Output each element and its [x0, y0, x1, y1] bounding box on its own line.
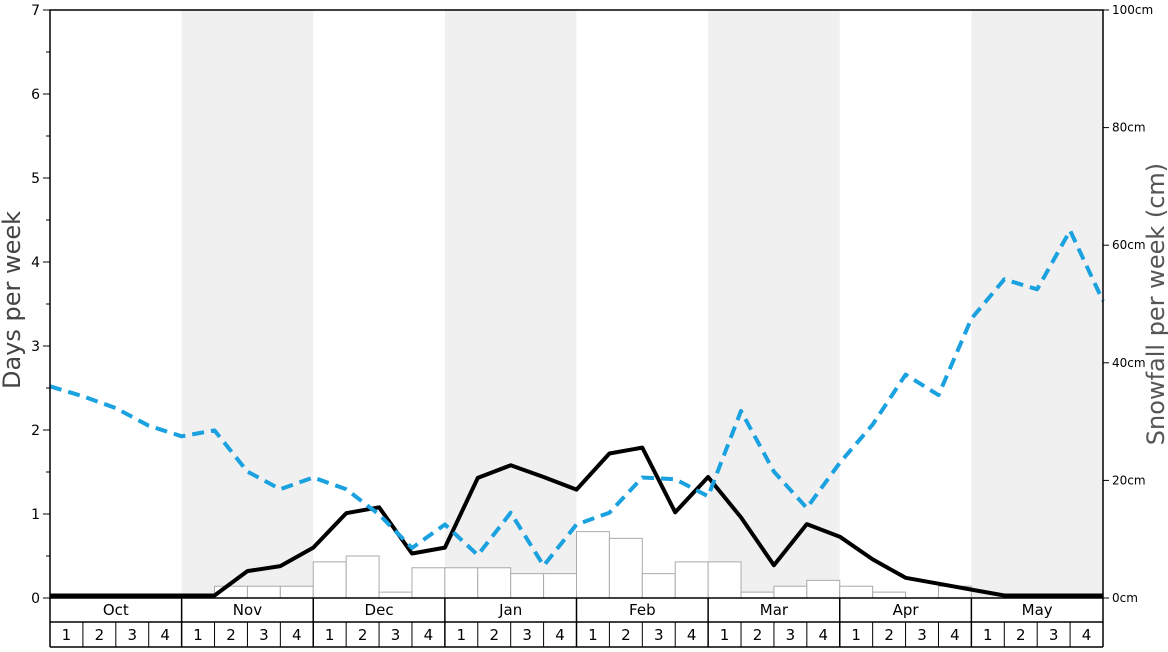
week-label: 3 — [259, 626, 269, 644]
y-axis-label: Days per week — [0, 211, 26, 389]
bar-week-21 — [707, 561, 742, 599]
week-label: 2 — [95, 626, 105, 644]
bar-week-15 — [510, 573, 545, 599]
month-band-mar — [708, 10, 840, 598]
y2-axis-label: Snowfall per week (cm) — [1142, 163, 1168, 445]
y-tick-label: 2 — [31, 423, 40, 439]
bar-week-8 — [279, 585, 314, 599]
bar-week-18 — [608, 537, 643, 599]
week-label: 4 — [819, 626, 829, 644]
month-label-nov: Nov — [233, 601, 262, 619]
month-label-mar: Mar — [760, 601, 789, 619]
bar-week-10 — [345, 555, 380, 599]
y2-tick-label: 40cm — [1112, 356, 1146, 370]
month-label-jan: Jan — [498, 601, 522, 619]
y-tick-label: 0 — [31, 591, 40, 607]
y2-tick-label: 60cm — [1112, 238, 1146, 252]
bar-week-22 — [740, 591, 775, 599]
bar-week-20 — [674, 561, 709, 599]
week-label: 3 — [127, 626, 137, 644]
week-label: 3 — [917, 626, 927, 644]
bar-week-26 — [872, 591, 907, 599]
week-label: 3 — [1049, 626, 1059, 644]
week-label: 2 — [226, 626, 236, 644]
bar-week-23 — [773, 585, 808, 599]
snowfall-trend-line — [49, 228, 1105, 568]
month-band-nov — [181, 10, 314, 598]
bar-week-14 — [477, 567, 512, 599]
week-label: 1 — [851, 626, 861, 644]
y2-tick-label: 100cm — [1112, 3, 1153, 17]
bar-week-17 — [576, 531, 610, 599]
y-tick-label: 5 — [31, 171, 40, 187]
week-label: 1 — [193, 626, 203, 644]
week-label: 1 — [62, 626, 72, 644]
week-label: 3 — [654, 626, 664, 644]
y-tick-label: 4 — [31, 255, 40, 271]
bar-week-19 — [641, 573, 676, 599]
week-label: 3 — [786, 626, 796, 644]
week-label: 1 — [325, 626, 335, 644]
week-label: 1 — [983, 626, 993, 644]
y-tick-label: 7 — [31, 3, 40, 19]
week-label: 4 — [687, 626, 697, 644]
week-label: 2 — [1016, 626, 1026, 644]
month-band-may — [971, 10, 1103, 598]
month-label-may: May — [1022, 601, 1053, 619]
week-label: 4 — [424, 626, 434, 644]
week-label: 2 — [753, 626, 763, 644]
bar-week-11 — [378, 591, 413, 599]
week-label: 2 — [884, 626, 894, 644]
week-label: 3 — [391, 626, 401, 644]
month-label-dec: Dec — [365, 601, 394, 619]
week-label: 2 — [621, 626, 631, 644]
bar-week-16 — [543, 573, 577, 599]
y-tick-label: 6 — [31, 87, 40, 103]
week-label: 4 — [292, 626, 302, 644]
snow-days-line — [50, 445, 1103, 598]
month-label-oct: Oct — [103, 601, 129, 619]
week-label: 2 — [358, 626, 368, 644]
bar-week-12 — [411, 567, 446, 599]
week-label: 4 — [950, 626, 960, 644]
y2-tick-label: 0cm — [1112, 591, 1138, 605]
bar-week-25 — [839, 585, 874, 599]
week-label: 3 — [522, 626, 532, 644]
week-label: 1 — [457, 626, 467, 644]
month-label-apr: Apr — [893, 601, 920, 619]
y-tick-label: 1 — [31, 507, 40, 523]
week-label: 1 — [720, 626, 730, 644]
bar-week-7 — [246, 585, 281, 599]
y2-tick-label: 80cm — [1112, 121, 1146, 135]
week-label: 4 — [1082, 626, 1092, 644]
week-label: 4 — [160, 626, 170, 644]
week-label: 4 — [555, 626, 565, 644]
bar-week-13 — [444, 567, 479, 599]
week-label: 2 — [489, 626, 499, 644]
week-label: 1 — [588, 626, 598, 644]
y-tick-label: 3 — [31, 339, 40, 355]
month-label-feb: Feb — [629, 601, 656, 619]
bar-week-24 — [806, 579, 841, 599]
y2-tick-label: 20cm — [1112, 473, 1146, 487]
bar-week-9 — [312, 561, 347, 599]
